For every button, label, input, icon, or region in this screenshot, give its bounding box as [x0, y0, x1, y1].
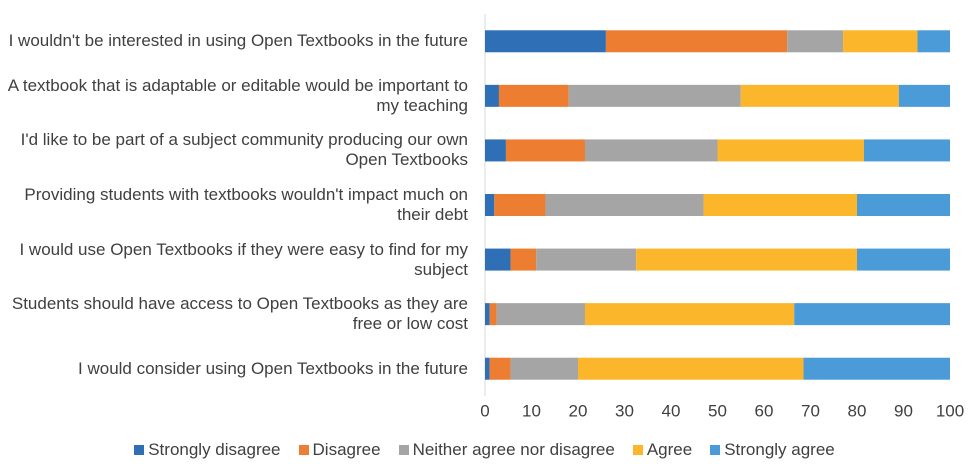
bar-segment	[803, 357, 950, 380]
legend: Strongly disagree Disagree Neither agree n…	[0, 440, 969, 460]
x-tick-label: 10	[522, 401, 541, 420]
bar-segment	[857, 248, 950, 271]
legend-swatch	[298, 445, 309, 455]
x-tick-label: 100	[936, 401, 964, 420]
bar-segment	[496, 303, 585, 326]
category-label: I would consider using Open Textbooks in…	[78, 358, 468, 378]
bar-segment	[489, 303, 497, 326]
bar-segment	[485, 303, 490, 326]
legend-label: Strongly disagree	[148, 440, 281, 459]
category-label: I'd like to be part of a subject communi…	[20, 130, 468, 170]
bar-segment	[740, 84, 899, 107]
bar-segment	[510, 357, 578, 380]
legend-item: Agree	[632, 440, 693, 460]
legend-swatch	[134, 445, 145, 455]
bar-segment	[717, 139, 864, 162]
bar-segment	[917, 30, 950, 53]
category-label: A textbook that is adaptable or editable…	[7, 75, 468, 115]
bar-segment	[843, 30, 918, 53]
bar-segment	[485, 194, 495, 216]
bar-segment	[568, 84, 741, 107]
legend-item: Strongly disagree	[134, 440, 281, 460]
bar-segment	[505, 139, 585, 162]
bar-segment	[863, 139, 950, 162]
legend-swatch	[632, 445, 643, 455]
bar-segment	[489, 357, 511, 380]
bar-segment	[485, 139, 506, 162]
x-tick-label: 40	[662, 401, 681, 420]
legend-label: Agree	[646, 440, 693, 459]
bar-segment	[794, 303, 950, 326]
legend-label: Strongly agree	[724, 440, 835, 459]
x-tick-label: 20	[569, 401, 588, 420]
bar-segment	[787, 30, 844, 53]
x-tick-label: 70	[801, 401, 820, 420]
bar-segment	[605, 30, 788, 53]
x-tick-label: 0	[480, 401, 489, 420]
bar-segment	[584, 139, 718, 162]
category-label: I wouldn't be interested in using Open T…	[8, 31, 468, 51]
bar-segment	[578, 357, 804, 380]
bar-segment	[485, 84, 499, 107]
bar-segment	[498, 84, 569, 107]
bar-segment	[545, 194, 704, 216]
bar-segment	[636, 248, 857, 271]
category-label: Providing students with textbooks wouldn…	[24, 185, 468, 224]
bar-segment	[494, 194, 546, 216]
bar-segment	[485, 248, 511, 271]
bar-segment	[510, 248, 537, 271]
bar-segment	[898, 84, 950, 107]
x-tick-label: 80	[848, 401, 867, 420]
x-tick-label: 30	[615, 401, 634, 420]
legend-label: Disagree	[312, 440, 381, 459]
bar-segment	[485, 357, 490, 380]
category-label: Students should have access to Open Text…	[11, 294, 468, 334]
x-tick-label: 60	[755, 401, 774, 420]
x-tick-label: 90	[894, 401, 913, 420]
x-tick-label: 50	[708, 401, 727, 420]
category-label: I would use Open Textbooks if they were …	[19, 239, 468, 279]
bar-segment	[536, 248, 637, 271]
legend-item: Disagree	[298, 440, 381, 460]
bar-segment	[857, 194, 950, 216]
legend-swatch	[398, 445, 409, 455]
legend-item: Neither agree nor disagree	[398, 440, 615, 460]
legend-label: Neither agree nor disagree	[412, 440, 615, 459]
bar-segment	[584, 303, 795, 326]
bar-segment	[485, 30, 606, 53]
bar-segment	[703, 194, 857, 216]
legend-item: Strongly agree	[710, 440, 835, 460]
legend-swatch	[710, 445, 721, 455]
